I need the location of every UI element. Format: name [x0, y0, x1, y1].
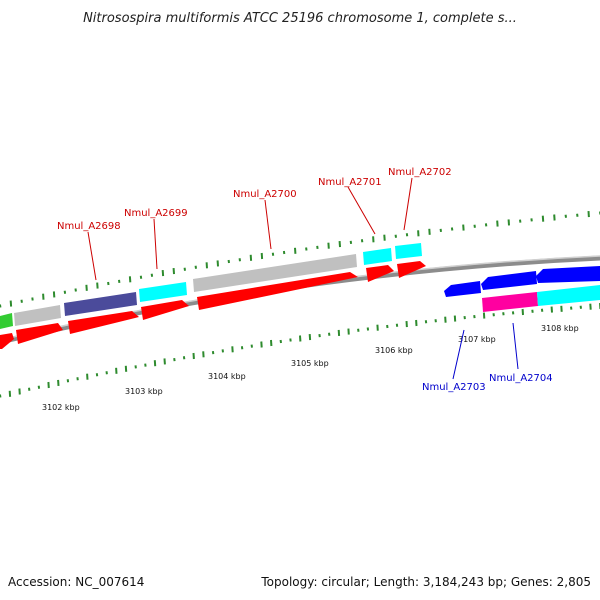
- gene-label-nmul-a2698[interactable]: Nmul_A2698: [57, 221, 121, 232]
- gc-content-ticks: [0, 211, 600, 398]
- feature-cyan: [537, 285, 600, 306]
- gene-label-nmul-a2703[interactable]: Nmul_A2703: [422, 382, 486, 393]
- gene-arrow-red: [141, 300, 189, 320]
- feature-cyan: [395, 243, 422, 259]
- genome-summary: Topology: circular; Length: 3,184,243 bp…: [260, 575, 591, 589]
- gene-arrow-red: [0, 333, 14, 349]
- gene-arrow-blue: [481, 271, 537, 290]
- gene-arrow-red: [366, 265, 394, 282]
- gene-arrow-blue: [444, 281, 481, 297]
- gene-label-nmul-a2701[interactable]: Nmul_A2701: [318, 177, 382, 188]
- tick-label: 3105 kbp: [291, 359, 329, 368]
- gene-arrow-red: [16, 323, 63, 344]
- tick-label: 3108 kbp: [541, 324, 579, 333]
- forward-gene-arrows: [0, 261, 426, 349]
- gene-arrow-blue: [536, 266, 600, 283]
- accession-label: Accession: NC_007614: [8, 575, 144, 589]
- gene-label-nmul-a2700[interactable]: Nmul_A2700: [233, 189, 297, 200]
- kbp-scale: 3102 kbp 3103 kbp 3104 kbp 3105 kbp 3106…: [42, 324, 579, 412]
- tick-label: 3103 kbp: [125, 387, 163, 396]
- feature-magenta: [482, 292, 538, 312]
- feature-green: [0, 313, 13, 329]
- feature-navy: [64, 292, 137, 316]
- reverse-cds-bars: [482, 285, 600, 312]
- tick-label: 3102 kbp: [42, 403, 80, 412]
- reverse-gene-arrows: [444, 266, 600, 297]
- tick-label: 3106 kbp: [375, 346, 413, 355]
- feature-grey: [14, 305, 61, 326]
- gene-label-nmul-a2699[interactable]: Nmul_A2699: [124, 208, 188, 219]
- tick-label: 3104 kbp: [208, 372, 246, 381]
- reverse-gene-labels: Nmul_A2703 Nmul_A2704: [422, 322, 553, 393]
- forward-cds-bars: [0, 243, 422, 329]
- gene-label-nmul-a2702[interactable]: Nmul_A2702: [388, 167, 452, 178]
- gene-label-nmul-a2704[interactable]: Nmul_A2704: [489, 373, 553, 384]
- feature-cyan: [139, 282, 187, 302]
- tick-label: 3107 kbp: [458, 335, 496, 344]
- gene-arrow-red: [397, 261, 426, 278]
- forward-gene-labels: Nmul_A2698 Nmul_A2699 Nmul_A2700 Nmul_A2…: [57, 167, 452, 281]
- gene-arrow-red: [197, 272, 358, 310]
- map-title: Nitrosospira multiformis ATCC 25196 chro…: [83, 11, 517, 26]
- feature-cyan: [363, 248, 392, 265]
- feature-grey: [193, 254, 357, 292]
- gene-arrow-red: [68, 311, 139, 334]
